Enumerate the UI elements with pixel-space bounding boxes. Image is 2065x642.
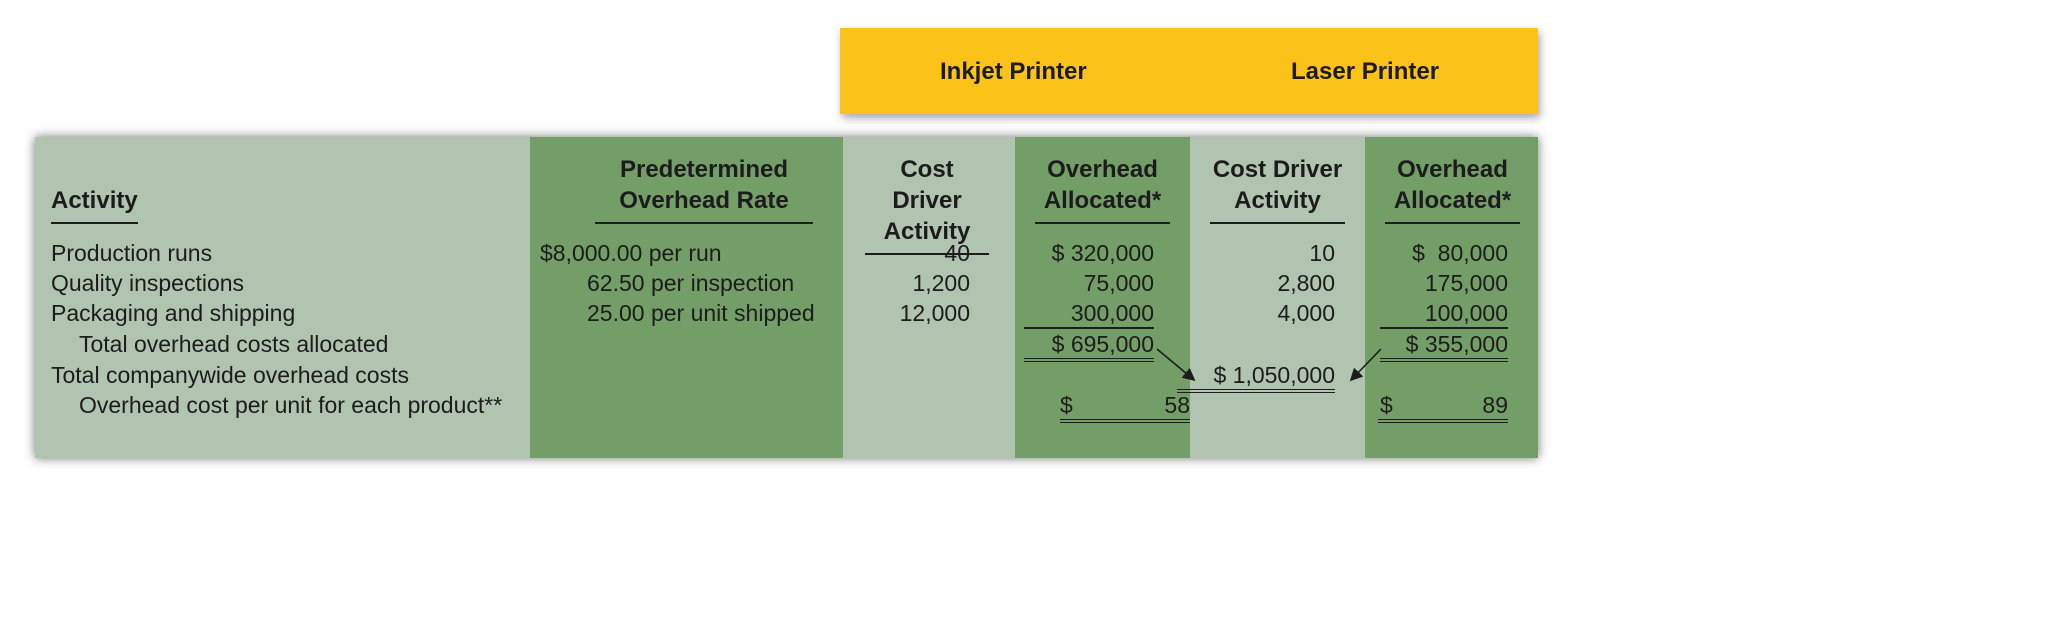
row-rate: 25.00 per unit shipped <box>587 300 815 326</box>
row-oh2: 175,000 <box>1424 270 1508 296</box>
arrows <box>1156 348 1382 382</box>
dollar-sign: $ <box>1380 392 1393 418</box>
col-oh1 <box>1015 137 1190 458</box>
row-oh2: $ 80,000 <box>1412 240 1508 266</box>
col-cda1 <box>843 137 1015 458</box>
per-unit-oh1: $ 58 <box>1060 391 1190 423</box>
row-oh2: 100,000 <box>1380 299 1508 329</box>
col-cda2 <box>1190 137 1365 458</box>
totals-label: Total overhead costs allocated <box>79 331 389 357</box>
row-cda2: 2,800 <box>1277 270 1335 296</box>
per-unit-oh1-value: 58 <box>1164 392 1190 418</box>
row-activity: Production runs <box>51 240 213 266</box>
col-oh2 <box>1365 137 1538 458</box>
header-cda1: Cost Driver Activity <box>865 154 989 255</box>
per-unit-label: Overhead cost per unit for each product*… <box>79 392 503 418</box>
overhead-table: Activity Predetermined Overhead Rate Cos… <box>35 137 1538 458</box>
row-activity: Packaging and shipping <box>51 300 296 326</box>
totals-oh2: $ 355,000 <box>1380 330 1508 362</box>
product-banner: Inkjet Printer Laser Printer <box>840 28 1538 114</box>
per-unit-oh2: $ 89 <box>1378 391 1508 423</box>
row-oh1: $ 320,000 <box>1051 240 1154 266</box>
col-rate <box>530 137 843 458</box>
row-cda2: 4,000 <box>1277 300 1335 326</box>
row-cda1: 12,000 <box>899 300 970 326</box>
row-cda1: 40 <box>944 240 970 266</box>
col-activity <box>35 137 530 458</box>
per-unit-oh2-value: 89 <box>1482 392 1508 418</box>
arrow-left <box>1156 348 1196 382</box>
row-cda2: 10 <box>1309 240 1335 266</box>
product-laser: Laser Printer <box>1291 58 1440 85</box>
row-activity: Quality inspections <box>51 270 245 296</box>
header-oh1: Overhead Allocated* <box>1035 154 1170 224</box>
header-oh2: Overhead Allocated* <box>1385 154 1520 224</box>
row-cda1: 1,200 <box>912 270 970 296</box>
row-oh1: 300,000 <box>1024 299 1154 329</box>
companywide-value: $ 1,050,000 <box>1177 361 1335 393</box>
arrow-right <box>1349 348 1382 382</box>
row-rate: $8,000.00 per run <box>540 240 722 266</box>
row-rate: 62.50 per inspection <box>587 270 795 296</box>
totals-oh1: $ 695,000 <box>1024 330 1154 362</box>
companywide-label: Total companywide overhead costs <box>51 362 409 388</box>
header-activity: Activity <box>51 185 138 224</box>
header-cda2: Cost Driver Activity <box>1210 154 1345 224</box>
header-rate: Predetermined Overhead Rate <box>595 154 813 224</box>
dollar-sign: $ <box>1060 392 1073 418</box>
product-inkjet: Inkjet Printer <box>940 58 1087 85</box>
row-oh1: 75,000 <box>1083 270 1154 296</box>
